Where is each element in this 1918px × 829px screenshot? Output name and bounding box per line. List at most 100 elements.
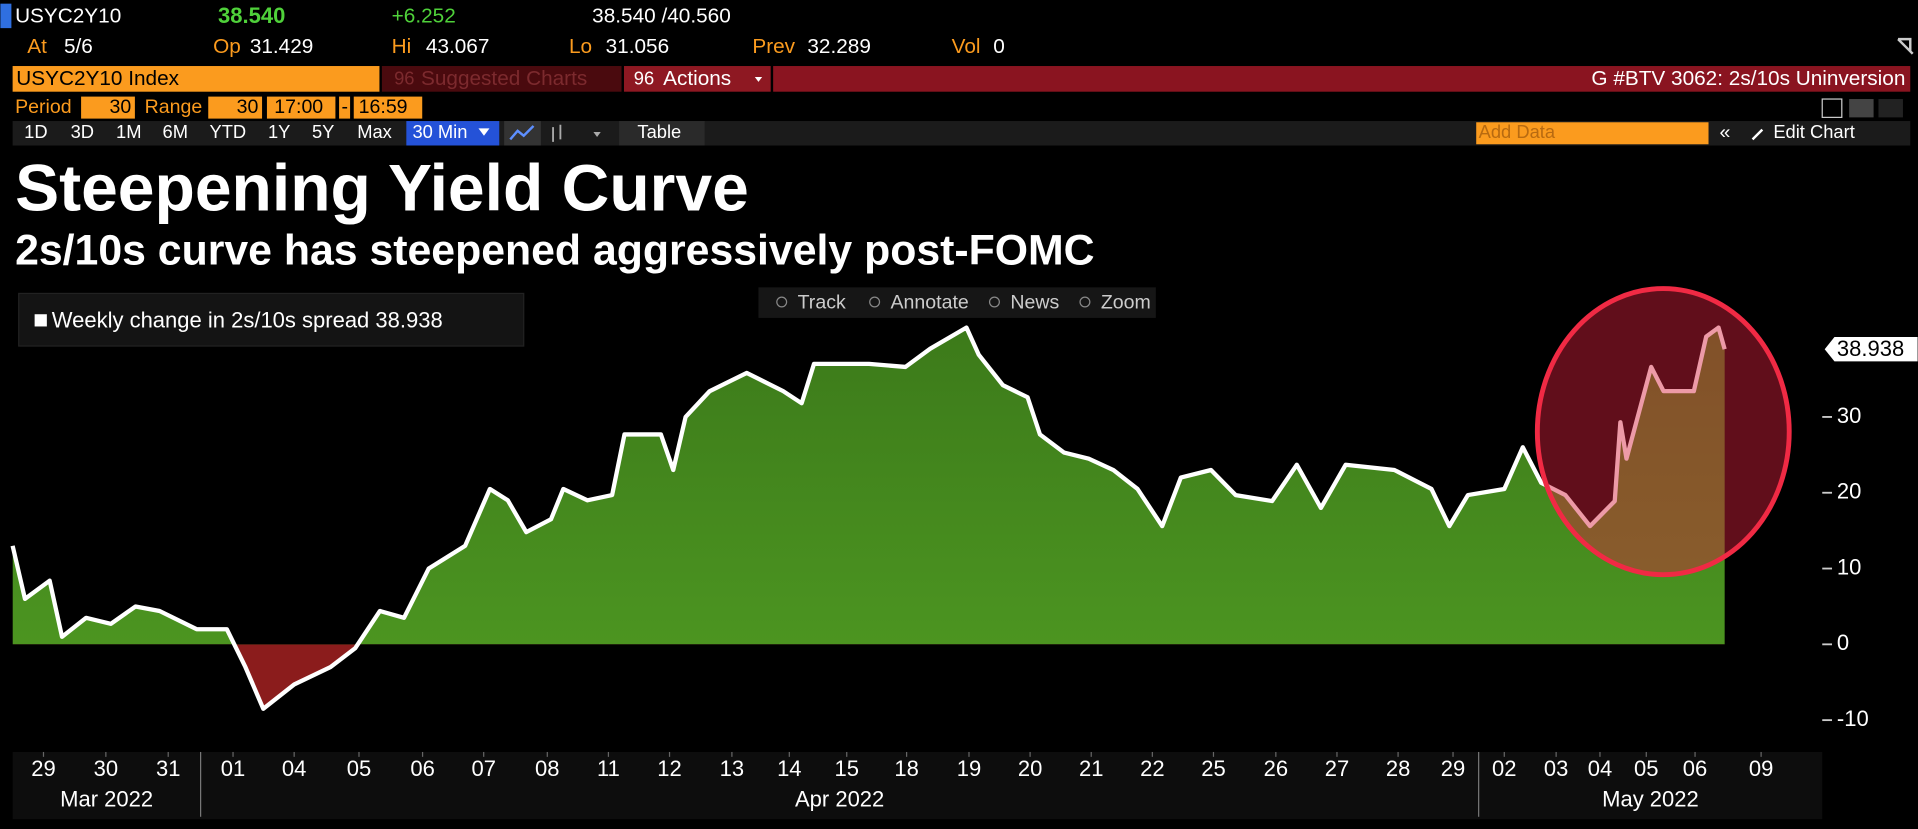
x-tick-label: 04 (282, 756, 306, 781)
x-tick-label: 30 (94, 756, 118, 781)
tool-icon (776, 296, 788, 308)
x-tick-label: 04 (1588, 756, 1612, 781)
edit-chart[interactable]: Edit Chart (1773, 121, 1855, 142)
stat-value: 5/6 (64, 35, 93, 58)
legend-value: 38.938 (375, 307, 442, 332)
window-button[interactable] (1821, 98, 1843, 118)
time-separator: - (342, 96, 349, 118)
actions-button[interactable] (623, 66, 771, 92)
x-tick-label: 29 (31, 756, 55, 781)
x-tick-label: 19 (957, 756, 981, 781)
range-button[interactable]: 6M (163, 121, 188, 142)
suggested-button[interactable] (381, 66, 622, 92)
period: 30 (109, 96, 131, 118)
story-bar (773, 66, 1911, 92)
x-tick-label: 06 (410, 756, 434, 781)
y-tick-label: -10 (1837, 706, 1869, 731)
range-button[interactable]: 1D (24, 121, 47, 142)
stat-label: Op (213, 35, 241, 58)
stat-label: Prev (752, 35, 795, 58)
period-label: Period (15, 96, 72, 118)
x-axis-band (12, 751, 1823, 820)
stat-label: Vol (952, 35, 981, 58)
x-tick-label: 06 (1683, 756, 1707, 781)
period-box[interactable] (81, 96, 135, 119)
x-tick-label: 05 (347, 756, 371, 781)
tool-icon (988, 296, 1000, 308)
stat-value: 0 (993, 35, 1005, 58)
x-tick-label: 12 (657, 756, 681, 781)
table-button[interactable] (619, 121, 705, 146)
bar-icon[interactable] (552, 124, 562, 142)
range-button[interactable]: 3D (71, 121, 94, 142)
range-button[interactable]: 1M (116, 121, 141, 142)
month-label: May 2022 (1602, 787, 1699, 812)
y-tick-label: 30 (1837, 403, 1861, 428)
y-tick-label: 10 (1837, 554, 1861, 579)
tool-button[interactable]: Track (798, 291, 846, 313)
x-tick-label: 15 (834, 756, 858, 781)
stat-label: Hi (392, 35, 412, 58)
ticker-marker (0, 3, 12, 29)
month-label: Mar 2022 (60, 787, 153, 812)
undo-button[interactable] (1849, 99, 1874, 118)
tool-icon (869, 296, 881, 308)
security: USYC2Y10 Index (16, 67, 179, 90)
tool-icon (1079, 296, 1091, 308)
tool-button[interactable]: News (1010, 291, 1059, 313)
range-button[interactable]: YTD (209, 121, 246, 142)
interval: 30 Min (412, 121, 467, 142)
x-tick-label: 01 (221, 756, 245, 781)
area-positive (12, 327, 1725, 645)
range-button[interactable]: 1Y (268, 121, 290, 142)
x-tick-label: 29 (1441, 756, 1465, 781)
highlight-circle (1534, 286, 1792, 578)
x-tick-label: 26 (1264, 756, 1288, 781)
end-time: 16:59 (359, 96, 408, 118)
range-label: Range (145, 96, 203, 118)
legend-swatch (34, 314, 47, 327)
end-box[interactable] (353, 96, 423, 119)
x-tick-label: 08 (535, 756, 559, 781)
price-change: +6.252 (392, 5, 456, 28)
start-time: 17:00 (274, 96, 323, 118)
redo-button[interactable] (1878, 99, 1903, 118)
x-tick-label: 31 (156, 756, 180, 781)
dropdown-arrow (478, 128, 490, 136)
range-button[interactable]: 5Y (312, 121, 334, 142)
chart: -10 0 10 20 30 29 30 31 01 04 05 06 07 08 11 12 13 14 15 18… (10, 286, 1918, 817)
table-label: Table (637, 121, 681, 142)
range-box[interactable] (208, 96, 263, 119)
start-box[interactable] (266, 96, 336, 119)
x-tick-label: 18 (894, 756, 918, 781)
add-data-input[interactable] (1476, 122, 1709, 145)
legend-box (18, 292, 525, 347)
line (10, 325, 1727, 711)
legend-label: Weekly change in 2s/10s spread (52, 307, 370, 332)
stat-label: At (27, 35, 47, 58)
actions-label: Actions (663, 67, 731, 90)
stat-value: 31.056 (606, 35, 670, 58)
popout-icon[interactable] (1897, 37, 1914, 55)
y-tick-label: 20 (1837, 479, 1861, 504)
x-tick-label: 28 (1386, 756, 1410, 781)
suggested-icon: 96 (394, 67, 414, 88)
story[interactable]: G #BTV 3062: 2s/10s Uninversion (1591, 67, 1905, 90)
range: 30 (237, 96, 259, 118)
collapse-icon[interactable]: « (1720, 121, 1731, 143)
security-box[interactable] (12, 66, 380, 92)
add-data: Add Data (1479, 121, 1556, 142)
x-tick-label: 25 (1201, 756, 1225, 781)
x-tick-label: 13 (720, 756, 744, 781)
stats-row: At 5/6 Op 31.429 Hi 43.067 Lo 31.056 Prev 32.289 V… (27, 35, 1005, 58)
pencil-icon (1751, 128, 1764, 141)
tool-button[interactable]: Annotate (891, 291, 969, 313)
range-button[interactable]: Max (357, 121, 392, 142)
stat-label: Lo (569, 35, 592, 58)
x-tick-label: 21 (1079, 756, 1103, 781)
tool-button[interactable]: Zoom (1101, 291, 1151, 313)
chart-title: Steepening Yield Curve (15, 151, 749, 225)
x-tick-label: 09 (1749, 756, 1773, 781)
